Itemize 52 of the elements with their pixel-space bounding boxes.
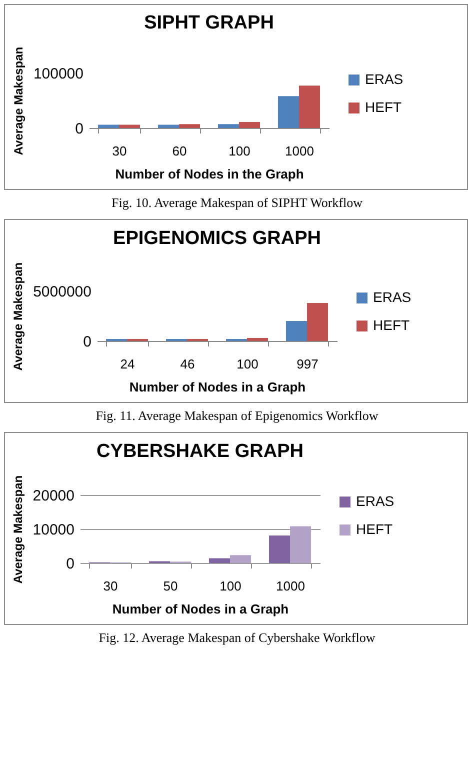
bar: [290, 526, 311, 563]
y-axis-title: Average Makespan: [11, 262, 26, 371]
x-tick-label: 997: [296, 356, 318, 372]
x-axis-title: Number of Nodes in a Graph: [129, 380, 306, 394]
bar: [239, 122, 260, 128]
legend-label: ERAS: [356, 493, 394, 509]
x-axis-title: Number of Nodes in the Graph: [115, 166, 304, 182]
bar: [209, 558, 230, 563]
caption: Fig. 11. Average Makespan of Epigenomics Workflow: [94, 408, 380, 424]
bar: [230, 555, 251, 563]
bar: [247, 338, 268, 341]
x-axis-title: Number of Nodes in a Graph: [112, 602, 289, 616]
chart-title: CYBERSHAKE GRAPH: [96, 440, 304, 462]
legend-label: HEFT: [365, 99, 402, 115]
bar: [119, 124, 140, 128]
y-axis-title: Average Makespan: [10, 475, 25, 584]
x-tick-label: 1000: [285, 144, 314, 158]
x-tick-label: 24: [120, 356, 135, 372]
bar: [299, 86, 320, 128]
legend-label: ERAS: [373, 289, 412, 305]
caption: Fig. 12. Average Makespan of Cybershake Workflow: [98, 630, 376, 646]
y-axis-title: Average Makespan: [11, 46, 26, 156]
bar: [307, 303, 328, 341]
x-tick-label: 46: [180, 356, 195, 372]
legend-label: HEFT: [373, 317, 410, 333]
chart-title: EPIGENOMICS GRAPH: [113, 228, 321, 249]
bar: [98, 124, 119, 128]
legend-label: ERAS: [365, 71, 404, 87]
y-tick-label: 0: [66, 556, 74, 572]
legend-label: HEFT: [356, 521, 393, 537]
y-tick-label: 20000: [32, 488, 74, 504]
x-tick-label: 100: [236, 356, 258, 372]
bar: [286, 321, 307, 341]
x-tick-label: 30: [103, 578, 118, 594]
y-tick-label: 0: [75, 120, 84, 138]
x-tick-label: 100: [220, 578, 242, 594]
x-tick-label: 50: [163, 578, 178, 594]
x-tick-label: 30: [112, 144, 127, 158]
chart-title: SIPHT GRAPH: [144, 12, 274, 34]
y-tick-label: 100000: [33, 66, 84, 82]
x-tick-label: 60: [172, 144, 187, 158]
bar: [179, 124, 200, 128]
x-tick-label: 100: [228, 144, 250, 158]
bar: [278, 96, 299, 128]
bar: [158, 124, 179, 128]
caption: Fig. 10. Average Makespan of SIPHT Workflow: [110, 195, 364, 211]
bar: [269, 535, 290, 563]
x-tick-label: 1000: [276, 578, 305, 594]
y-tick-label: 5000000: [33, 284, 92, 300]
bar: [218, 124, 239, 128]
y-tick-label: 10000: [32, 522, 74, 538]
y-tick-label: 0: [83, 334, 92, 350]
